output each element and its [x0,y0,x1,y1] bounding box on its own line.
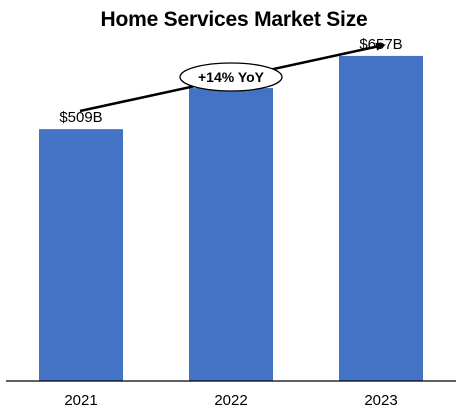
chart-title: Home Services Market Size [100,8,368,31]
x-tick-label-2022: 2022 [214,392,247,409]
trend-annotation: +14% YoY [79,42,386,113]
x-tick-label-2021: 2021 [64,392,97,409]
yoy-growth-ellipse [179,62,283,92]
yoy-growth-label: +14% YoY [198,69,265,85]
bar-2022 [189,88,273,382]
data-label-2021: $509B [59,109,102,126]
bar-2023 [339,55,423,381]
x-tick-label-2023: 2023 [364,392,397,409]
bar-2021 [39,129,123,381]
